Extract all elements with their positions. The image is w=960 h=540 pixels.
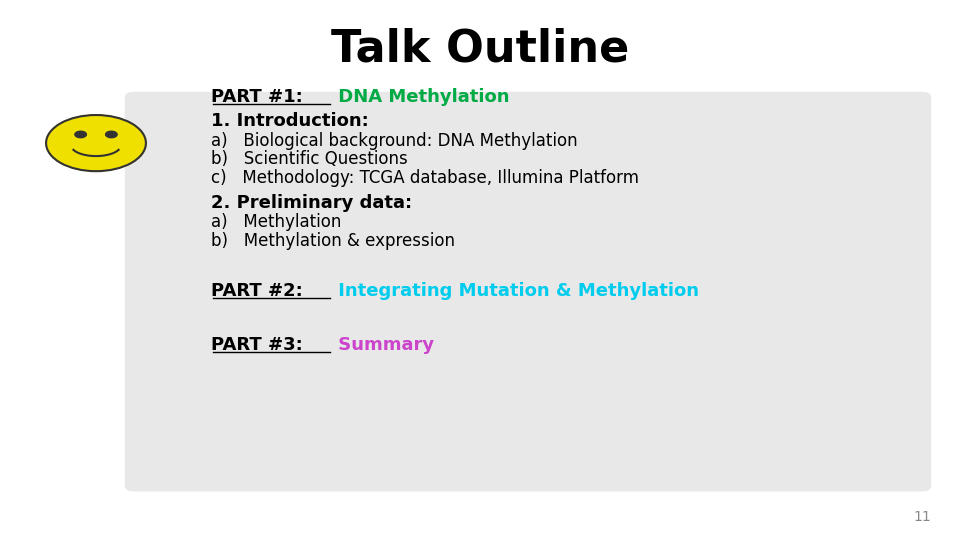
- Text: Talk Outline: Talk Outline: [331, 27, 629, 70]
- Text: c)   Methodology: TCGA database, Illumina Platform: c) Methodology: TCGA database, Illumina …: [211, 168, 639, 187]
- Text: 1. Introduction:: 1. Introduction:: [211, 112, 369, 130]
- Text: PART #3:: PART #3:: [211, 335, 303, 354]
- Text: a)   Biological background: DNA Methylation: a) Biological background: DNA Methylatio…: [211, 132, 578, 150]
- FancyBboxPatch shape: [125, 92, 931, 491]
- Text: Summary: Summary: [332, 335, 434, 354]
- Circle shape: [46, 115, 146, 171]
- Text: PART #2:: PART #2:: [211, 281, 303, 300]
- Text: PART #1:: PART #1:: [211, 88, 303, 106]
- Text: b)   Methylation & expression: b) Methylation & expression: [211, 232, 455, 250]
- Text: Integrating Mutation & Methylation: Integrating Mutation & Methylation: [332, 281, 699, 300]
- Circle shape: [75, 131, 86, 138]
- Text: 11: 11: [914, 510, 931, 524]
- Text: DNA Methylation: DNA Methylation: [332, 88, 510, 106]
- Text: 2. Preliminary data:: 2. Preliminary data:: [211, 193, 413, 212]
- Text: a)   Methylation: a) Methylation: [211, 213, 342, 232]
- Text: b)   Scientific Questions: b) Scientific Questions: [211, 150, 408, 168]
- Circle shape: [106, 131, 117, 138]
